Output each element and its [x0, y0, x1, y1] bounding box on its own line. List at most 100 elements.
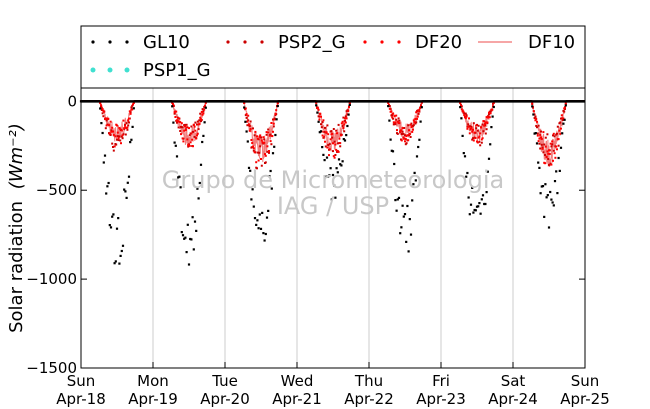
data-point	[99, 107, 102, 110]
data-point	[391, 116, 394, 119]
data-point	[412, 128, 414, 131]
data-point	[413, 121, 416, 124]
data-point	[399, 232, 402, 235]
data-point	[256, 137, 259, 140]
data-point	[540, 136, 542, 139]
data-point	[246, 140, 249, 143]
data-point	[389, 138, 392, 141]
data-point	[340, 122, 343, 125]
data-point	[114, 260, 117, 263]
data-point	[109, 120, 112, 123]
data-point	[548, 149, 550, 152]
data-point	[477, 124, 480, 127]
data-point	[120, 249, 123, 253]
data-point	[332, 142, 334, 145]
data-point	[479, 144, 482, 147]
data-point	[185, 126, 188, 129]
data-point	[415, 155, 419, 158]
data-point	[405, 142, 408, 145]
data-point	[533, 132, 536, 135]
data-point	[112, 130, 114, 133]
data-point	[408, 133, 411, 136]
data-point	[115, 227, 119, 230]
data-point	[410, 122, 413, 125]
legend-label: PSP2_G	[278, 32, 346, 53]
data-point	[553, 152, 556, 155]
data-point	[471, 130, 474, 133]
data-point	[344, 117, 346, 120]
legend-item-df10: DF10	[478, 32, 575, 53]
data-point	[261, 141, 264, 144]
data-point	[334, 154, 337, 156]
data-point	[274, 113, 277, 115]
data-point	[265, 216, 269, 219]
data-point	[181, 234, 185, 237]
data-point	[113, 145, 116, 148]
data-point	[201, 113, 204, 116]
legend-label: DF10	[528, 32, 575, 53]
data-point	[462, 110, 465, 113]
data-point	[335, 167, 338, 170]
data-point	[347, 110, 350, 113]
data-point	[396, 132, 399, 135]
data-point	[196, 132, 199, 135]
data-point	[198, 181, 201, 185]
data-point	[540, 143, 543, 146]
data-point	[249, 128, 252, 130]
data-point	[400, 226, 403, 229]
data-point	[550, 163, 553, 166]
data-point	[172, 121, 175, 124]
data-point	[544, 145, 547, 148]
data-point	[204, 104, 206, 107]
data-point	[549, 190, 552, 194]
data-point	[557, 144, 560, 147]
data-point	[466, 127, 469, 130]
data-point	[547, 158, 550, 160]
data-point	[245, 130, 248, 133]
data-point	[410, 126, 413, 128]
data-point	[411, 199, 414, 202]
data-point	[479, 132, 482, 135]
x-tick-label-date: Apr-24	[488, 390, 538, 408]
legend-swatch	[397, 40, 401, 44]
data-point	[200, 118, 202, 121]
data-point	[412, 124, 415, 127]
data-point	[461, 134, 464, 137]
data-point	[132, 107, 135, 110]
data-point	[324, 126, 326, 129]
data-point	[415, 111, 418, 114]
data-point	[468, 117, 470, 120]
data-point	[252, 145, 254, 148]
data-point	[402, 215, 405, 218]
data-point	[553, 135, 556, 138]
data-point	[485, 116, 488, 119]
legend-swatch	[226, 40, 230, 44]
data-point	[202, 110, 205, 113]
data-point	[552, 132, 555, 135]
data-point	[177, 176, 180, 179]
data-point	[100, 122, 103, 125]
data-point	[268, 134, 271, 137]
legend-item-psp2-g: PSP2_G	[226, 32, 346, 53]
data-point	[171, 105, 174, 108]
data-point	[196, 123, 198, 126]
data-point	[402, 136, 405, 139]
data-point	[418, 138, 421, 141]
data-point	[270, 187, 273, 190]
data-point	[536, 134, 539, 137]
data-point	[194, 129, 197, 132]
data-point	[119, 128, 122, 131]
data-point	[326, 146, 329, 149]
data-point	[488, 116, 491, 119]
data-point	[552, 159, 554, 162]
data-point	[409, 136, 412, 138]
data-point	[414, 118, 417, 120]
data-point	[420, 106, 423, 109]
data-point	[396, 129, 398, 132]
data-point	[329, 167, 332, 170]
data-point	[468, 125, 471, 128]
data-point	[187, 263, 191, 266]
data-point	[542, 131, 545, 134]
data-point	[256, 219, 259, 222]
data-point	[535, 142, 539, 145]
